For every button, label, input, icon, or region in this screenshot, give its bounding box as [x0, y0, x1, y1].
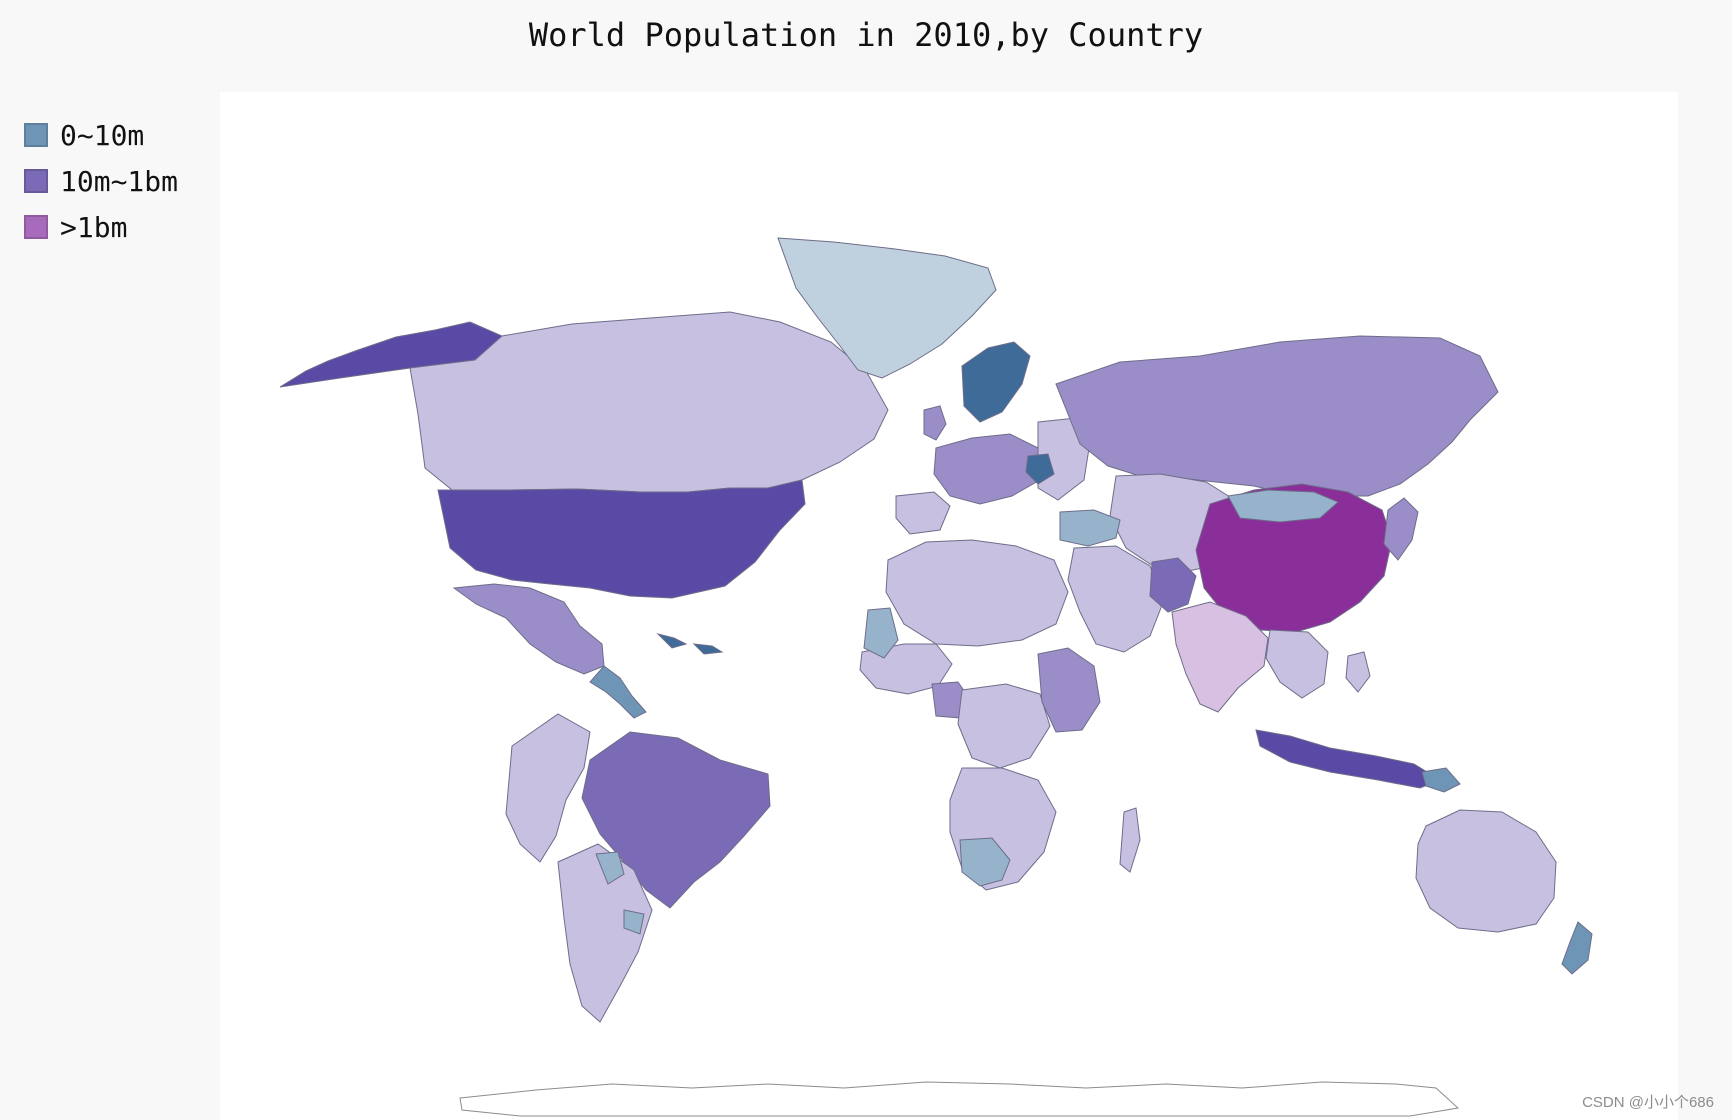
brazil-region[interactable] [581, 731, 771, 909]
paraguay-uruguay-region[interactable] [595, 851, 645, 935]
scandinavia-region[interactable] [961, 341, 1031, 423]
east-africa-region[interactable] [1037, 647, 1101, 733]
southeast-asia-region[interactable] [1265, 629, 1329, 699]
western-europe-region[interactable] [933, 433, 1041, 505]
usa-region[interactable] [437, 479, 806, 599]
legend-label-small: 0~10m [60, 118, 145, 152]
mongolia-region[interactable] [1227, 489, 1339, 523]
uk-region[interactable] [923, 405, 947, 441]
mauritania-region[interactable] [863, 607, 899, 659]
greenland-region[interactable] [777, 237, 997, 379]
china-region[interactable] [1195, 483, 1393, 633]
map-plot [220, 92, 1678, 1120]
papua-new-guinea-region[interactable] [1421, 767, 1461, 793]
legend-swatch-medium [24, 169, 48, 193]
indonesia-region[interactable] [1255, 729, 1442, 789]
madagascar-region[interactable] [1119, 807, 1141, 873]
central-africa-region[interactable] [957, 683, 1051, 769]
caribbean-region[interactable] [656, 633, 724, 655]
legend-swatch-large [24, 215, 48, 239]
middle-east-region[interactable] [1067, 545, 1165, 653]
namibia-botswana-region[interactable] [959, 837, 1011, 887]
japan-region[interactable] [1383, 497, 1419, 561]
north-africa-region[interactable] [885, 539, 1069, 647]
legend-swatch-small [24, 123, 48, 147]
belarus-region[interactable] [1025, 453, 1055, 485]
iberia-region[interactable] [895, 491, 951, 535]
legend-item-small[interactable]: 0~10m [24, 112, 178, 158]
central-america-region[interactable] [589, 665, 647, 719]
watermark: CSDN @小小个686 [1582, 1094, 1714, 1111]
chart-title: World Population in 2010,by Country [528, 16, 1204, 54]
argentina-chile-region[interactable] [557, 843, 653, 1023]
russia-region[interactable] [1055, 335, 1499, 497]
legend: 0~10m 10m~1bm >1bm [24, 112, 178, 250]
new-zealand-region[interactable] [1561, 921, 1593, 975]
world-map [279, 237, 1593, 1117]
legend-item-medium[interactable]: 10m~1bm [24, 158, 178, 204]
legend-label-large: >1bm [60, 210, 128, 244]
australia-region[interactable] [1415, 809, 1557, 933]
legend-label-medium: 10m~1bm [60, 164, 179, 198]
india-region[interactable] [1171, 601, 1269, 713]
turkey-caucasus-region[interactable] [1059, 509, 1121, 547]
pakistan-region[interactable] [1149, 557, 1197, 613]
andean-region[interactable] [505, 713, 591, 863]
alaska-region[interactable] [279, 321, 503, 388]
philippines-region[interactable] [1345, 651, 1371, 693]
antarctica-outline [459, 1081, 1460, 1117]
legend-item-large[interactable]: >1bm [24, 204, 178, 250]
mexico-region[interactable] [452, 583, 605, 675]
